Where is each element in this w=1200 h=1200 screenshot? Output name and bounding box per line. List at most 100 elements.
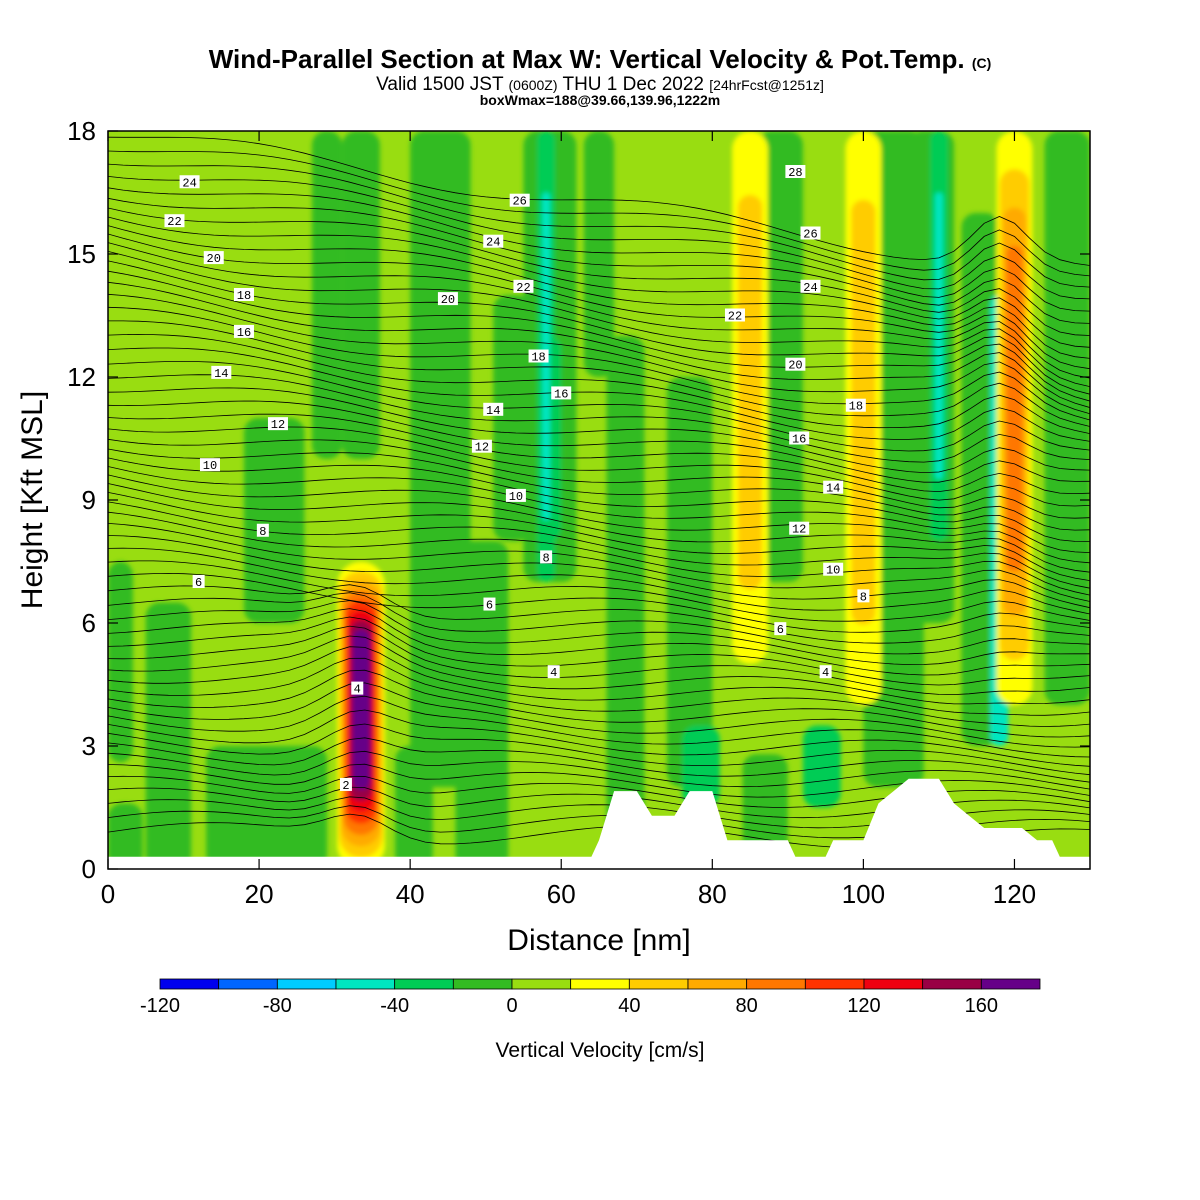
theta-label-text: 16 [554,387,568,401]
theta-label-text: 2 [342,779,349,793]
theta-label: 26 [800,226,821,242]
theta-label-text: 18 [531,351,545,365]
theta-contour-line [108,608,1090,676]
colorbar-swatch [863,978,924,990]
theta-label-box [857,589,870,603]
y-tick-label: 6 [82,608,96,638]
colorbar-swatch [687,978,748,990]
theta-contour-line [108,737,1090,783]
theta-contour-line [108,635,1090,705]
box-info: boxWmax=188@39.66,139.96,1222m [479,92,721,108]
theta-label-box [233,324,254,338]
colorbar-swatch [394,978,454,990]
theta-label-box [528,349,549,363]
theta-label: 18 [233,288,254,303]
colorbar-swatch [159,978,220,990]
theta-label-text: 24 [486,236,500,250]
x-tick-label: 100 [842,879,885,909]
theta-contour-line [108,466,1090,553]
theta-contour-line [108,413,1090,495]
title-main: Wind-Parallel Section at Max W: Vertical… [208,44,965,74]
chart-subtitle: Valid 1500 JST (0600Z) THU 1 Dec 2022 [2… [0,74,1200,96]
theta-label-box [823,562,844,576]
x-tick-label: 60 [547,879,576,909]
theta-label-box [505,488,526,502]
theta-label-box [233,288,254,301]
theta-label-text: 20 [441,293,455,307]
downdraft-band [493,295,532,541]
theta-label-box [789,521,810,535]
y-tick-label: 9 [82,485,96,515]
theta-label-box [192,575,205,588]
theta-label: 22 [164,214,185,229]
theta-contour-line [108,320,1090,427]
theta-label: 6 [192,575,205,590]
y-tick-label: 12 [67,362,96,392]
theta-contour-line [108,709,1090,767]
theta-contour-line [108,657,1090,727]
theta-contour-line [108,457,1090,542]
theta-contour-line [108,251,1090,387]
theta-label: 14 [823,480,844,496]
theta-label-box [351,681,364,695]
theta-label: 6 [483,597,496,613]
updraft-column [1006,245,1023,572]
theta-contour-line [108,492,1090,581]
theta-label-box [547,665,560,679]
theta-label-box [789,431,810,445]
theta-label-text: 28 [788,166,802,180]
theta-label-text: 12 [792,523,806,537]
theta-label-text: 10 [203,459,217,473]
theta-label-box [819,665,832,679]
valid-prefix: Valid 1500 JST [376,74,504,95]
theta-label: 20 [203,251,224,266]
theta-label: 10 [199,458,220,473]
theta-contour-line [108,646,1090,716]
theta-label-box [785,357,806,371]
updraft-column [851,199,876,625]
theta-contour-line [108,176,1090,300]
theta-contour-line [108,216,1090,348]
theta-label: 16 [551,386,572,401]
x-tick-label: 80 [698,879,727,909]
theta-contour-line [108,535,1090,609]
y-tick-label: 15 [67,239,96,269]
theta-label-text: 12 [271,418,285,432]
x-tick-label: 0 [101,879,115,909]
theta-contour-line [108,750,1090,790]
colorbar-swatch [746,978,806,990]
theta-label-text: 6 [486,599,493,613]
theta-contour-line [108,511,1090,596]
theta-label-text: 4 [550,666,557,680]
theta-label: 4 [351,681,364,697]
theta-label: 10 [823,562,844,578]
theta-label: 18 [528,349,549,365]
theta-contour-line [108,187,1090,312]
terrain [108,778,1090,869]
downdraft-band [342,131,380,459]
theta-label-text: 4 [822,666,829,680]
theta-label: 10 [505,488,526,504]
colorbar-swatch [628,978,689,990]
theta-contour-line [108,260,1090,395]
theta-label-box [823,480,844,494]
theta-label-text: 8 [543,551,550,565]
downdraft-band [583,131,615,377]
theta-contour-line [108,136,1090,266]
theta-label: 14 [483,402,504,418]
theta-contour-line [108,306,1090,421]
theta-label: 14 [211,365,232,381]
theta-contour-line [108,723,1090,776]
theta-label: 8 [256,523,269,539]
theta-label-text: 10 [509,490,523,504]
theta-label-text: 24 [803,281,817,295]
copyright-mark: (C) [971,55,992,71]
theta-label-text: 20 [788,359,802,373]
forecast-info: [24hrFcst@1251z] [709,77,824,93]
theta-contour-line [108,501,1090,589]
theta-label: 28 [785,165,806,180]
y-tick-label: 0 [82,854,96,884]
theta-label: 8 [857,589,870,604]
theta-label: 24 [483,234,504,250]
